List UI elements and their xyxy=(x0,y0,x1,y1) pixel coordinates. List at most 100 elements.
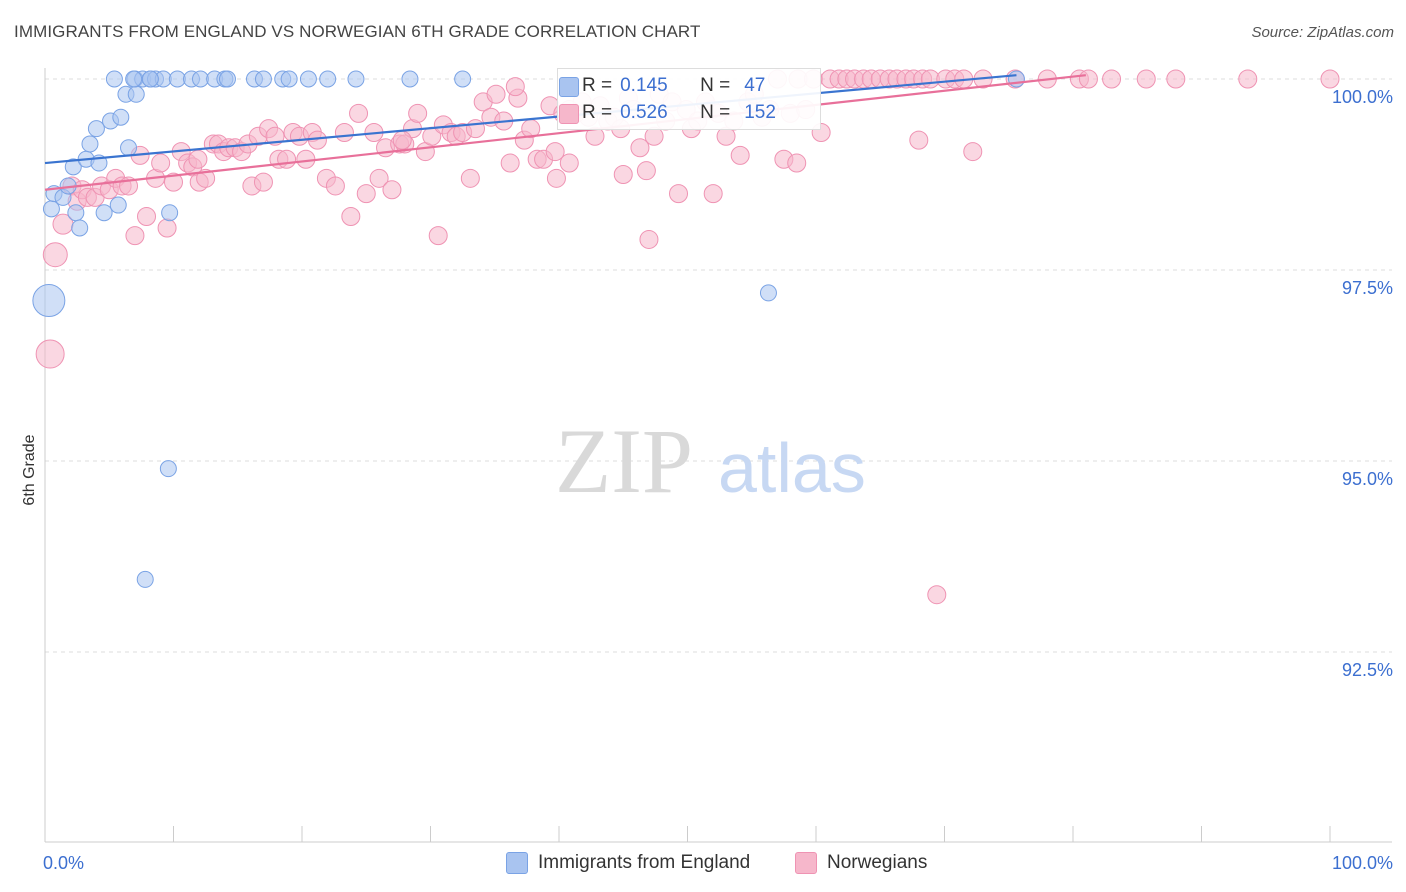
norwegians-point-145 xyxy=(1321,70,1339,88)
norwegians-point-155 xyxy=(546,143,564,161)
norwegians-point-92 xyxy=(637,162,655,180)
y-tick-label-3: 92.5% xyxy=(1342,660,1393,680)
norwegians-point-46 xyxy=(335,123,353,141)
norwegians-point-144 xyxy=(1239,70,1257,88)
norwegians-point-53 xyxy=(383,181,401,199)
norwegians-point-15 xyxy=(138,208,156,226)
y-tick-label-0: 100.0% xyxy=(1332,87,1393,107)
legend-r-value-norwegians: 0.526 xyxy=(620,102,690,124)
chart-page: IMMIGRANTS FROM ENGLAND VS NORWEGIAN 6TH… xyxy=(0,0,1406,892)
legend-row-norwegians: R = 0.526 N = 152 xyxy=(582,101,776,125)
legend-n-value-england: 47 xyxy=(744,75,765,97)
norwegians-point-151 xyxy=(506,78,524,96)
england-point-17 xyxy=(121,140,137,156)
norwegians-point-131 xyxy=(928,586,946,604)
norwegians-point-97 xyxy=(670,185,688,203)
england-point-9 xyxy=(82,136,98,152)
legend-r-value-england: 0.145 xyxy=(620,75,690,97)
england-point-15 xyxy=(113,109,129,125)
england-point-34 xyxy=(106,71,122,87)
norwegians-point-34 xyxy=(254,173,272,191)
norwegians-point-13 xyxy=(126,227,144,245)
legend-swatch-england xyxy=(506,852,528,874)
legend-label-england: Immigrants from England xyxy=(538,852,750,874)
norwegians-point-60 xyxy=(429,227,447,245)
norwegians-point-43 xyxy=(308,131,326,149)
legend-n-label: N = xyxy=(700,75,730,97)
trend-line-england xyxy=(45,75,1016,163)
norwegians-point-106 xyxy=(731,146,749,164)
england-point-42 xyxy=(455,71,471,87)
england-point-38 xyxy=(300,71,316,87)
england-point-43 xyxy=(160,461,176,477)
england-point-44 xyxy=(137,571,153,587)
norwegians-point-141 xyxy=(1103,70,1121,88)
england-point-41 xyxy=(402,71,418,87)
norwegians-point-146 xyxy=(640,230,658,248)
norwegians-point-148 xyxy=(788,154,806,172)
grid-layer xyxy=(45,79,1392,652)
norwegians-point-142 xyxy=(1137,70,1155,88)
england-point-6 xyxy=(68,205,84,221)
legend-item-norwegians[interactable]: Norwegians xyxy=(795,852,927,874)
watermark-zip: ZIP xyxy=(555,410,693,512)
norwegians-point-41 xyxy=(297,150,315,168)
legend-n-label: N = xyxy=(700,102,730,124)
england-point-39 xyxy=(320,71,336,87)
norwegians-point-1 xyxy=(43,243,67,267)
norwegians-point-65 xyxy=(461,169,479,187)
legend-n-value-norwegians: 152 xyxy=(744,102,776,124)
norwegians-point-45 xyxy=(326,177,344,195)
norwegians-point-143 xyxy=(1167,70,1185,88)
norwegians-point-152 xyxy=(393,131,411,149)
y-tick-label-2: 95.0% xyxy=(1342,469,1393,489)
england-point-25 xyxy=(169,71,185,87)
england-point-31 xyxy=(255,71,271,87)
legend-swatch-norwegians xyxy=(795,852,817,874)
scatter-chart: ZIP atlas 100.0%97.5%95.0%92.5%0.0% 100.0… xyxy=(0,0,1406,892)
norwegians-point-18 xyxy=(158,219,176,237)
england-point-32 xyxy=(219,71,235,87)
norwegians-point-49 xyxy=(357,185,375,203)
norwegians-point-0 xyxy=(36,340,64,368)
norwegians-points xyxy=(36,70,1339,604)
norwegians-point-149 xyxy=(910,131,928,149)
england-point-18 xyxy=(128,86,144,102)
norwegians-point-48 xyxy=(350,104,368,122)
legend-r-label: R = xyxy=(582,102,612,124)
stats-legend: R = 0.145 N = 47 R = 0.526 N = 152 xyxy=(557,68,821,130)
norwegians-point-57 xyxy=(409,104,427,122)
y-tick-label-1: 97.5% xyxy=(1342,278,1393,298)
england-point-35 xyxy=(126,71,142,87)
england-point-37 xyxy=(281,71,297,87)
norwegians-point-147 xyxy=(704,185,722,203)
norwegians-point-135 xyxy=(964,143,982,161)
norwegians-point-47 xyxy=(342,208,360,226)
norwegians-point-140 xyxy=(1079,70,1097,88)
watermark-atlas: atlas xyxy=(718,429,866,507)
england-point-40 xyxy=(348,71,364,87)
norwegians-point-69 xyxy=(487,85,505,103)
norwegians-point-78 xyxy=(547,169,565,187)
legend-label-norwegians: Norwegians xyxy=(827,852,927,874)
england-point-46 xyxy=(1008,71,1024,87)
england-point-14 xyxy=(110,197,126,213)
norwegians-point-38 xyxy=(278,150,296,168)
legend-row-england: R = 0.145 N = 47 xyxy=(582,74,765,98)
england-point-33 xyxy=(142,71,158,87)
legend-r-label: R = xyxy=(582,75,612,97)
england-point-7 xyxy=(72,220,88,236)
legend-swatch-england xyxy=(559,77,579,97)
norwegians-point-17 xyxy=(152,154,170,172)
norwegians-point-153 xyxy=(189,150,207,168)
series-legend: Immigrants from England Norwegians xyxy=(0,852,1406,878)
norwegians-point-71 xyxy=(501,154,519,172)
norwegians-point-93 xyxy=(645,127,663,145)
legend-item-england[interactable]: Immigrants from England xyxy=(506,852,750,874)
england-point-24 xyxy=(162,205,178,221)
norwegians-point-66 xyxy=(466,120,484,138)
england-point-45 xyxy=(760,285,776,301)
legend-swatch-norwegians xyxy=(559,104,579,124)
england-point-27 xyxy=(192,71,208,87)
england-point-12 xyxy=(96,205,112,221)
